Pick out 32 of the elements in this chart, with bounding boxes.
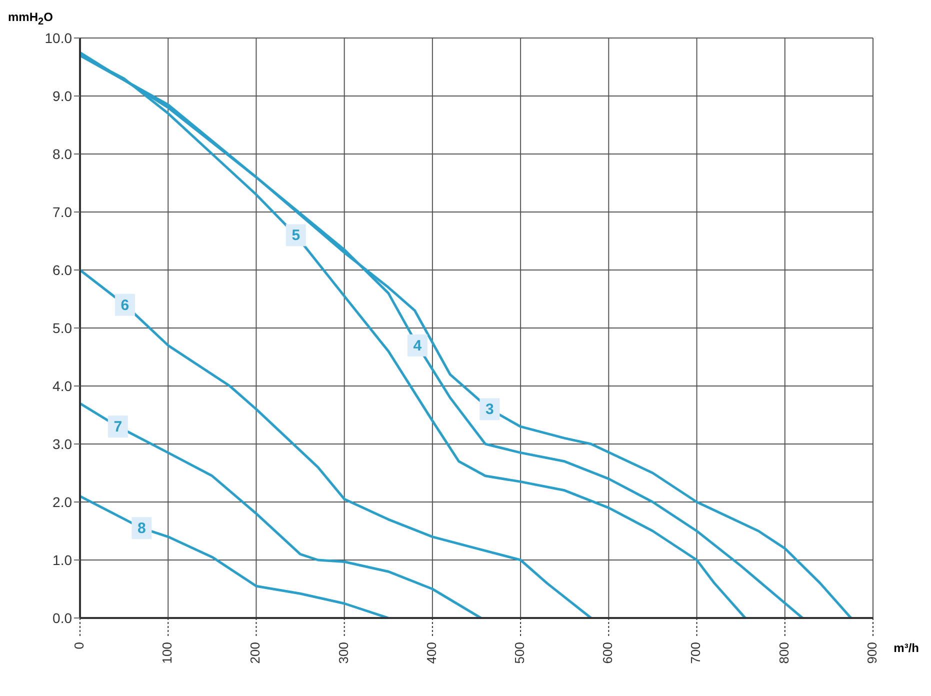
y-tick-label: 7.0 (52, 204, 72, 220)
y-tick-label: 5.0 (52, 320, 72, 336)
line-series (80, 268, 592, 618)
y-tick-label: 10.0 (44, 30, 72, 46)
x-tick-label: 500 (512, 642, 527, 664)
x-tick-label: 600 (600, 642, 616, 664)
y-axis-title: mmH$_{2}$O (8, 10, 53, 28)
y-tick-label: 0.0 (52, 610, 72, 626)
y-tick-label: 4.0 (52, 378, 72, 394)
line-series (80, 494, 390, 618)
y-tick-label: 9.0 (52, 88, 72, 104)
x-tick-label: 100 (160, 642, 175, 664)
y-tick-label: 2.0 (52, 494, 72, 510)
x-tick-label: 200 (248, 642, 263, 664)
x-tick-label: 800 (776, 642, 792, 664)
y-tick-label: 3.0 (52, 436, 72, 452)
y-tick-label: 1.0 (52, 552, 72, 568)
line-series (80, 402, 482, 618)
y-tick-label: 8.0 (52, 146, 72, 162)
series-label: 4 (413, 337, 422, 354)
series-label: 6 (120, 296, 130, 314)
series-label: 8 (138, 520, 146, 538)
y-tick-label: 6.0 (52, 262, 72, 278)
x-tick-label: 300 (336, 642, 351, 664)
series-label: 7 (114, 418, 122, 436)
x-axis-title: m³/h (894, 641, 919, 655)
x-tick-label: 0 (71, 642, 86, 650)
x-tick-label: 400 (424, 642, 439, 664)
x-tick-label: 700 (688, 642, 704, 664)
x-tick-label: 900 (864, 642, 880, 664)
series-label: 3 (486, 401, 494, 418)
series-label: 5 (292, 227, 300, 244)
